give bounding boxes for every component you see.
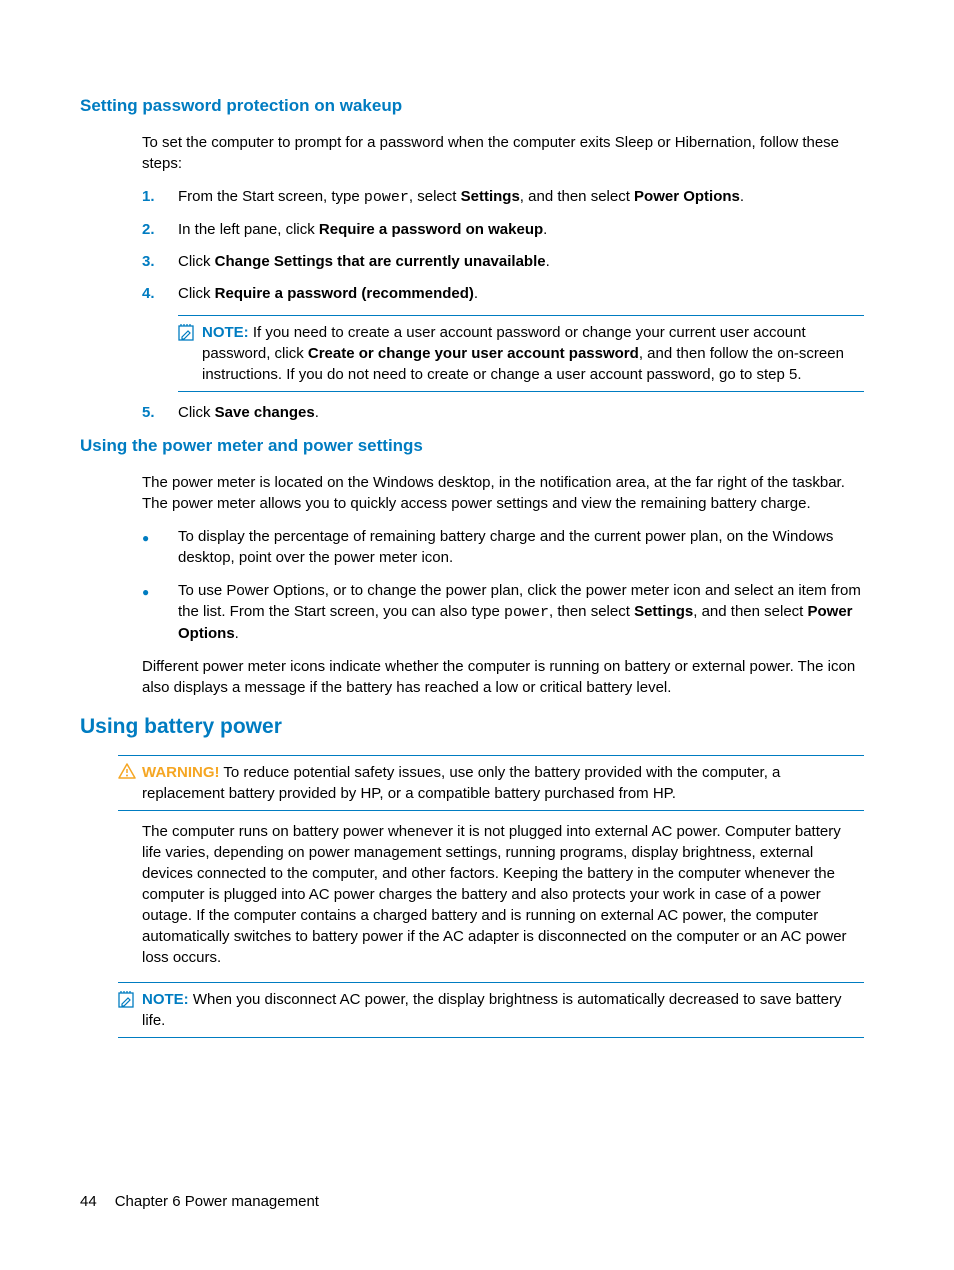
outro-text: Different power meter icons indicate whe… [142, 656, 864, 698]
step-1: 1. From the Start screen, type power, se… [142, 186, 864, 208]
note-body: NOTE: When you disconnect AC power, the … [142, 989, 864, 1031]
step-text: Click Change Settings that are currently… [178, 251, 864, 272]
body-paragraph: The computer runs on battery power whene… [142, 821, 864, 968]
bullet-item: ● To display the percentage of remaining… [142, 526, 864, 568]
step-3: 3. Click Change Settings that are curren… [142, 251, 864, 272]
bullet-item: ● To use Power Options, or to change the… [142, 580, 864, 644]
chapter-label: Chapter 6 Power management [115, 1193, 319, 1210]
text-fragment: Click [178, 253, 215, 270]
text-fragment: , and then select [693, 603, 807, 620]
text-fragment: When you disconnect AC power, the displa… [142, 991, 842, 1029]
bold-text: Save changes [215, 404, 315, 421]
step-number: 4. [142, 283, 178, 304]
page-footer: 44 Chapter 6 Power management [80, 1191, 319, 1212]
bullet-list: ● To display the percentage of remaining… [142, 526, 864, 644]
note-callout: NOTE: When you disconnect AC power, the … [118, 982, 864, 1038]
page-number: 44 [80, 1193, 97, 1210]
text-fragment: , select [409, 188, 461, 205]
text-fragment: . [235, 625, 239, 642]
note-icon [118, 989, 142, 1031]
bullet-text: To use Power Options, or to change the p… [178, 580, 864, 644]
bullet-text: To display the percentage of remaining b… [178, 526, 864, 568]
bold-text: Require a password on wakeup [319, 221, 543, 238]
page-content: Setting password protection on wakeup To… [0, 0, 954, 1038]
code-text: power [364, 189, 409, 206]
intro-text: The power meter is located on the Window… [142, 472, 864, 514]
intro-text: To set the computer to prompt for a pass… [142, 132, 864, 174]
step-number: 5. [142, 402, 178, 423]
text-fragment: , and then select [520, 188, 634, 205]
bullet-icon: ● [142, 526, 178, 568]
text-fragment: From the Start screen, type [178, 188, 364, 205]
heading-password-protection: Setting password protection on wakeup [80, 94, 864, 118]
text-fragment: Click [178, 404, 215, 421]
heading-power-meter: Using the power meter and power settings [80, 434, 864, 458]
text-fragment: In the left pane, click [178, 221, 319, 238]
step-4: 4. Click Require a password (recommended… [142, 283, 864, 304]
text-fragment: Click [178, 285, 215, 302]
note-callout: NOTE: If you need to create a user accou… [178, 315, 864, 392]
note-label: NOTE: [142, 991, 189, 1008]
bold-text: Settings [461, 188, 520, 205]
bold-text: Require a password (recommended) [215, 285, 474, 302]
text-fragment: . [546, 253, 550, 270]
step-number: 1. [142, 186, 178, 208]
bold-text: Settings [634, 603, 693, 620]
bold-text: Create or change your user account passw… [308, 345, 639, 362]
warning-callout: WARNING! To reduce potential safety issu… [118, 755, 864, 811]
step-2: 2. In the left pane, click Require a pas… [142, 219, 864, 240]
step-text: In the left pane, click Require a passwo… [178, 219, 864, 240]
text-fragment: . [740, 188, 744, 205]
text-fragment: . [474, 285, 478, 302]
step-text: From the Start screen, type power, selec… [178, 186, 864, 208]
note-body: NOTE: If you need to create a user accou… [202, 322, 864, 385]
warning-body: WARNING! To reduce potential safety issu… [142, 762, 864, 804]
step-text: Click Require a password (recommended). [178, 283, 864, 304]
warning-label: WARNING! [142, 764, 220, 781]
text-fragment: To reduce potential safety issues, use o… [142, 764, 780, 802]
ordered-list: 1. From the Start screen, type power, se… [142, 186, 864, 304]
step-5: 5. Click Save changes. [142, 402, 864, 423]
step-number: 2. [142, 219, 178, 240]
bold-text: Change Settings that are currently unava… [215, 253, 546, 270]
note-label: NOTE: [202, 324, 249, 341]
code-text: power [504, 604, 549, 621]
bold-text: Power Options [634, 188, 740, 205]
bullet-icon: ● [142, 580, 178, 644]
ordered-list-continued: 5. Click Save changes. [142, 402, 864, 423]
text-fragment: , then select [549, 603, 634, 620]
heading-battery-power: Using battery power [80, 712, 864, 741]
note-icon [178, 322, 202, 385]
step-text: Click Save changes. [178, 402, 864, 423]
step-number: 3. [142, 251, 178, 272]
text-fragment: . [543, 221, 547, 238]
text-fragment: . [315, 404, 319, 421]
warning-icon [118, 762, 142, 804]
